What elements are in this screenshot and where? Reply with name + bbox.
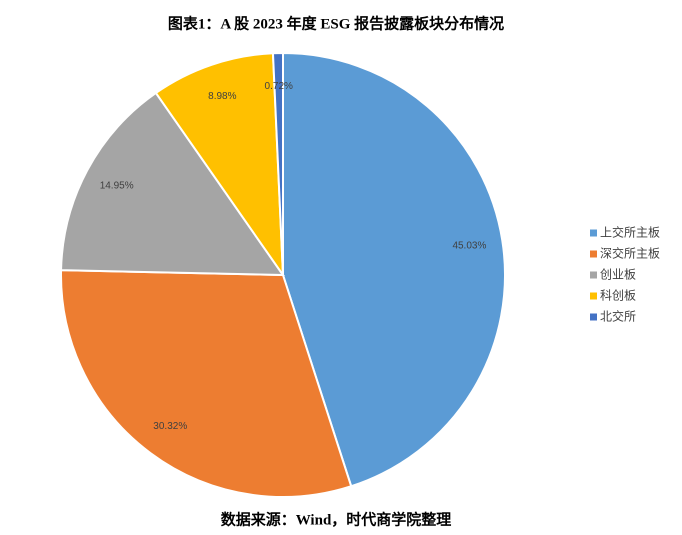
legend-swatch <box>590 271 597 279</box>
pie-slice <box>60 91 285 277</box>
data-label: 45.03% <box>452 240 486 251</box>
pie-slice <box>60 269 353 498</box>
data-label: 8.98% <box>208 91 236 102</box>
pie-slice <box>282 51 506 488</box>
legend-swatch <box>590 229 597 237</box>
data-label: 14.95% <box>100 181 134 192</box>
source-note: 数据来源：Wind，时代商学院整理 <box>221 510 452 528</box>
pie-slice <box>154 52 285 279</box>
data-label: 0.72% <box>265 81 293 92</box>
data-label: 30.32% <box>153 421 187 432</box>
legend-label: 北交所 <box>600 309 636 324</box>
legend-swatch <box>590 313 597 321</box>
legend-label: 上交所主板 <box>600 225 660 240</box>
legend-swatch <box>590 250 597 258</box>
legend-label: 科创板 <box>600 289 636 303</box>
chart-title: 图表1：A 股 2023 年度 ESG 报告披露板块分布情况 <box>168 14 504 32</box>
legend-label: 创业板 <box>600 268 636 282</box>
pie-slice <box>271 51 284 276</box>
legend-swatch <box>590 292 597 300</box>
legend-label: 深交所主板 <box>600 246 660 261</box>
